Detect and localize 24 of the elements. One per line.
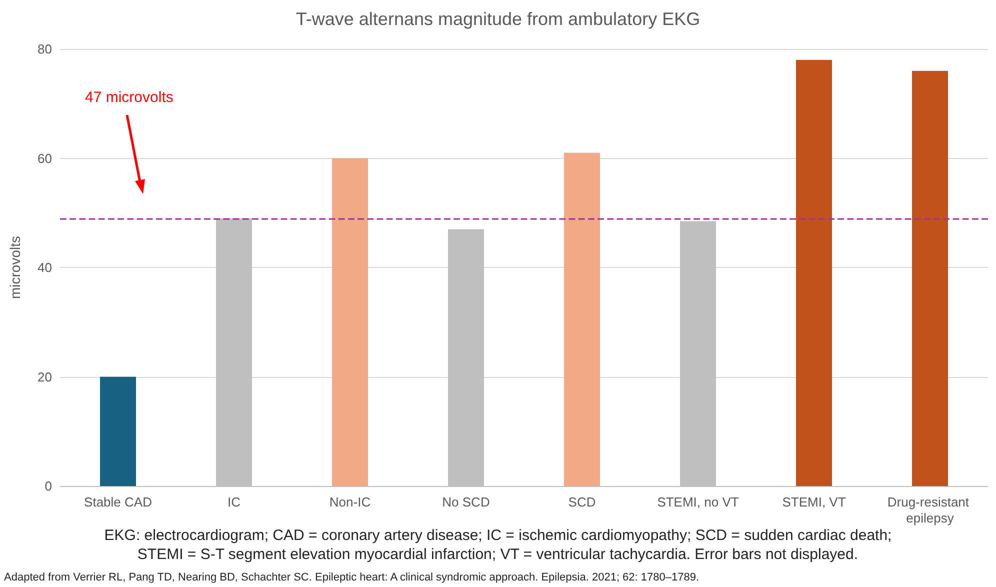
x-tick-label: Stable CAD <box>84 494 152 510</box>
x-tick-label: STEMI, VT <box>782 494 846 510</box>
y-tick-label: 60 <box>38 150 52 166</box>
text: Adapted from Verrier RL, Pang TD, Nearing BD, Schachter SC. Epileptic heart: A clinical syndromic approach. Epilepsia. 2021; 62: 1780–1789. <box>4 572 700 584</box>
bar <box>332 158 368 486</box>
bar <box>912 70 948 486</box>
y-tick-label: 20 <box>38 369 52 384</box>
x-tick-label: No SCD <box>442 494 490 510</box>
x-tick-label: Drug-resistant epilepsy <box>887 494 973 526</box>
bar <box>100 376 136 486</box>
x-tick-label: Non-IC <box>329 494 371 510</box>
x-tick-label: SCD <box>568 494 596 510</box>
x-tick-label: STEMI, no VT <box>657 494 739 510</box>
bar <box>796 60 832 486</box>
text: EKG: electrocardiogram; CAD = coronary artery disease; IC = ischemic cardiomyopathy; SCD = sudden cardiac death; <box>104 527 892 544</box>
x-tick-label: IC <box>228 494 240 510</box>
y-tick-label: 40 <box>38 260 52 275</box>
annotation: 47 microvolts <box>85 89 174 106</box>
y-axis-title: microvolts <box>7 236 23 300</box>
y-tick-label: 80 <box>38 42 52 56</box>
y-tick-label: 0 <box>44 478 52 494</box>
chart-title: T-wave alternans magnitude from ambulatory EKG <box>296 9 700 29</box>
bar <box>564 152 600 486</box>
text: STEMI = S-T segment elevation myocardial infarction; VT = ventricular tachycardia. Error bars not displayed. <box>137 546 858 563</box>
